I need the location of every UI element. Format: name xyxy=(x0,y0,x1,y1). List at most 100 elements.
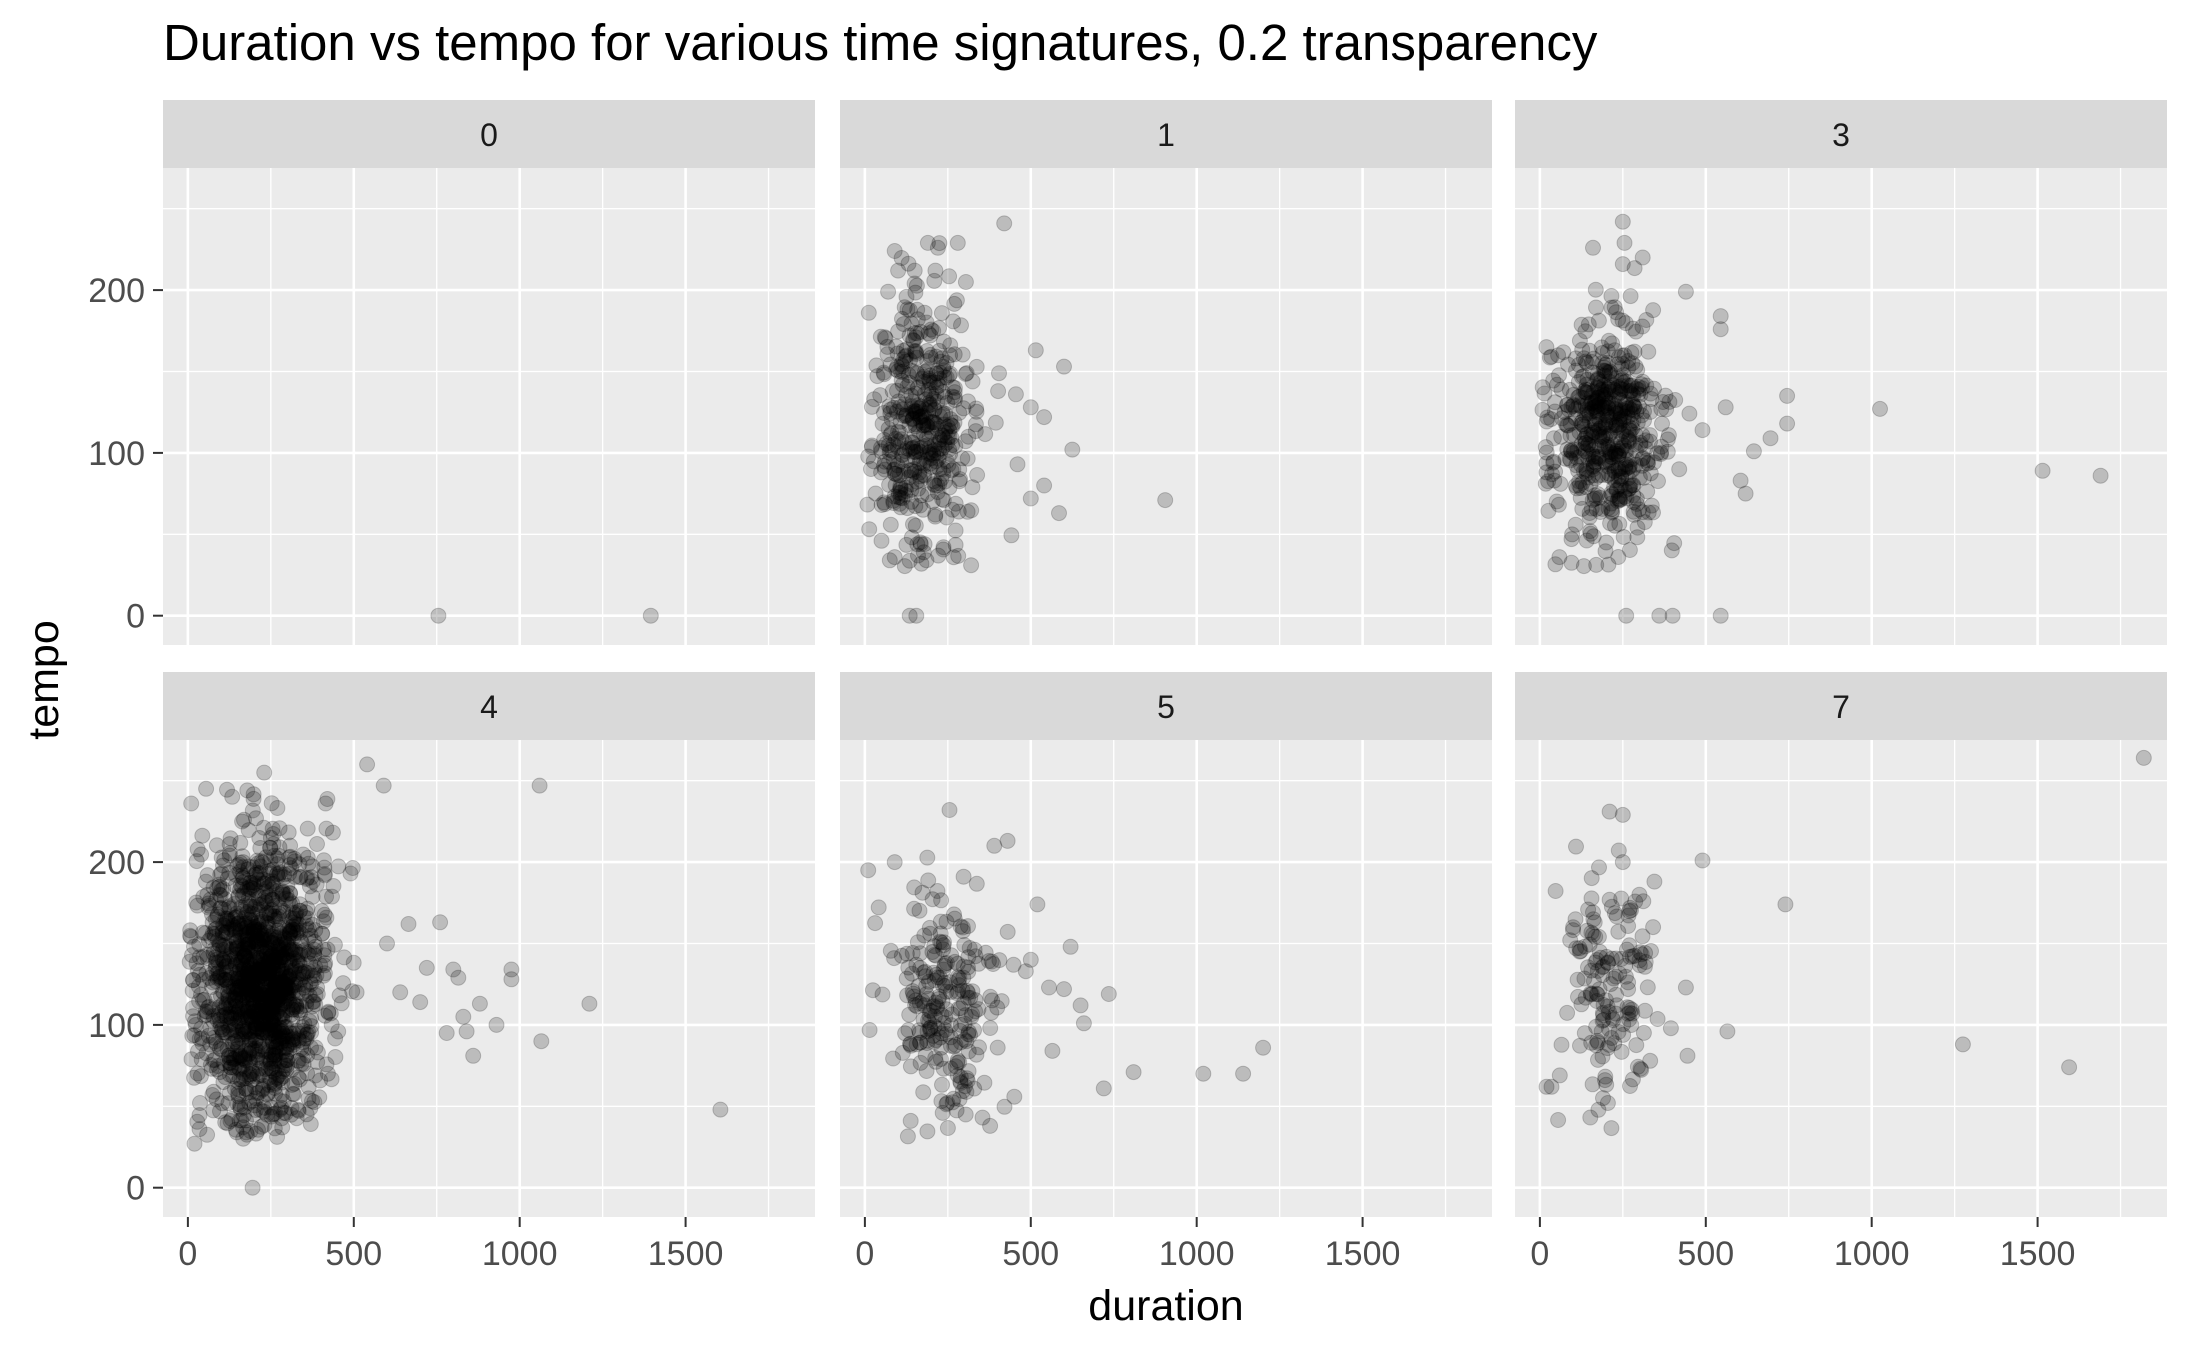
data-point xyxy=(1579,426,1596,443)
panel-background xyxy=(1515,168,2167,645)
data-point xyxy=(238,919,255,936)
data-point xyxy=(897,479,914,496)
data-point xyxy=(1555,344,1572,361)
data-point xyxy=(280,968,297,985)
data-point xyxy=(943,429,960,446)
data-point xyxy=(1604,335,1621,352)
data-point xyxy=(247,970,264,987)
data-point xyxy=(295,1022,311,1039)
data-point xyxy=(899,440,916,457)
data-point xyxy=(1591,428,1608,445)
data-point xyxy=(285,925,302,942)
data-point xyxy=(1610,349,1627,366)
data-point xyxy=(233,981,250,998)
data-point xyxy=(921,1007,938,1024)
data-point xyxy=(1578,426,1595,443)
data-point xyxy=(954,346,971,363)
data-point xyxy=(1580,316,1597,333)
data-point xyxy=(903,462,920,479)
data-point xyxy=(1608,447,1625,464)
data-point xyxy=(860,862,877,879)
data-point xyxy=(1624,477,1641,494)
data-point xyxy=(916,438,933,455)
data-point xyxy=(327,1049,344,1065)
data-point xyxy=(265,965,282,982)
data-point xyxy=(261,968,277,985)
data-point xyxy=(947,536,964,553)
data-point xyxy=(1640,343,1657,360)
data-point xyxy=(248,1090,265,1107)
data-point xyxy=(1614,355,1631,372)
data-point xyxy=(288,997,305,1014)
data-point xyxy=(1611,418,1628,435)
data-point xyxy=(1589,408,1606,425)
data-point xyxy=(1613,468,1630,485)
data-point xyxy=(936,431,953,448)
data-point xyxy=(1565,445,1582,462)
data-point xyxy=(271,946,288,963)
data-point xyxy=(943,462,960,479)
data-point xyxy=(1624,451,1641,467)
data-point xyxy=(290,1069,307,1086)
data-point xyxy=(999,832,1016,849)
y-tick-label: 200 xyxy=(88,272,145,310)
data-point xyxy=(221,847,238,864)
data-point xyxy=(262,839,279,856)
data-point xyxy=(253,967,270,984)
data-point xyxy=(287,958,304,975)
data-point xyxy=(916,457,933,474)
data-point xyxy=(890,262,907,279)
data-point xyxy=(907,517,924,534)
data-point xyxy=(241,1036,258,1053)
data-point xyxy=(1577,381,1594,398)
data-point xyxy=(1587,487,1603,504)
data-point xyxy=(271,1092,288,1109)
data-point xyxy=(200,932,217,949)
data-point xyxy=(935,416,952,433)
data-point xyxy=(291,957,308,974)
data-point xyxy=(1563,444,1580,461)
data-point xyxy=(269,800,286,816)
data-point xyxy=(248,967,265,984)
data-point xyxy=(248,1068,265,1085)
data-point xyxy=(237,977,254,994)
data-point xyxy=(1602,395,1619,412)
data-point xyxy=(289,952,306,969)
data-point xyxy=(892,499,909,516)
y-tick-label: 200 xyxy=(88,844,145,882)
data-point xyxy=(320,1004,337,1021)
data-point xyxy=(233,954,250,971)
facet-strip-label: 3 xyxy=(1832,117,1850,153)
data-point xyxy=(922,374,938,391)
data-point xyxy=(277,890,294,907)
data-point xyxy=(1579,394,1596,411)
data-point xyxy=(915,501,932,518)
data-point xyxy=(290,1030,307,1047)
data-point xyxy=(306,933,323,950)
data-point xyxy=(242,898,259,915)
data-point xyxy=(885,495,902,511)
data-point xyxy=(934,384,951,400)
data-point xyxy=(945,461,962,478)
data-point xyxy=(1613,360,1630,377)
data-point xyxy=(294,1019,311,1036)
data-point xyxy=(235,1070,252,1087)
data-point xyxy=(243,989,260,1006)
data-point xyxy=(1608,419,1625,436)
data-point xyxy=(199,946,216,963)
data-point xyxy=(1611,416,1628,433)
data-point xyxy=(1554,410,1570,427)
data-point xyxy=(231,961,248,978)
data-point xyxy=(295,908,312,925)
data-point xyxy=(247,966,264,983)
data-point xyxy=(258,993,274,1010)
data-point xyxy=(205,974,221,991)
data-point xyxy=(234,1058,251,1075)
data-point xyxy=(1599,343,1616,360)
data-point xyxy=(218,925,235,941)
data-point xyxy=(1559,441,1576,458)
data-point xyxy=(1568,480,1585,497)
data-point xyxy=(224,1036,241,1052)
data-point xyxy=(283,942,300,959)
data-point xyxy=(246,866,263,883)
